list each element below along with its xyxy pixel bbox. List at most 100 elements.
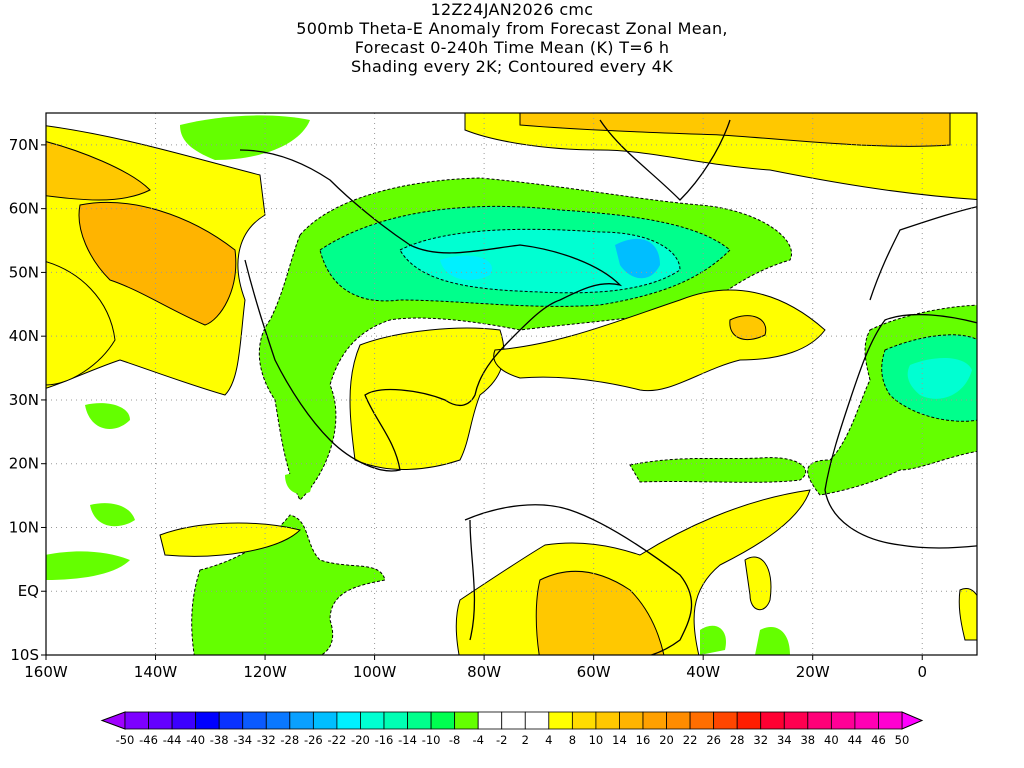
colorbar-swatch: [454, 711, 479, 730]
shade-orange-south-america: [535, 570, 665, 655]
coastline-africa-europe: [824, 206, 977, 549]
lon-tick-label: 60W: [577, 663, 611, 681]
colorbar-swatch: [830, 711, 856, 730]
colorbar-label: 16: [636, 733, 651, 747]
title-shading: Shading every 2K; Contoured every 4K: [351, 57, 673, 76]
shade-green-alaska-north: [180, 115, 310, 160]
title-forecast: Forecast 0-240h Time Mean (K) T=6 h: [354, 38, 670, 57]
shade-lightblue-labrador: [615, 238, 660, 279]
colorbar-swatch: [807, 711, 832, 730]
colorbar-low-triangle: [100, 711, 126, 730]
lon-tick-label: 20W: [796, 663, 830, 681]
lon-tick-label: 40W: [686, 663, 720, 681]
colorbar-label: 50: [895, 733, 910, 747]
colorbar-swatch: [148, 711, 173, 730]
colorbar-label: 44: [848, 733, 863, 747]
colorbar-label: 4: [545, 733, 552, 747]
coastline-greenland: [599, 119, 731, 201]
colorbar-swatch: [171, 711, 197, 730]
colorbar-label: -26: [304, 733, 323, 747]
colorbar-label: -28: [280, 733, 299, 747]
shade-orange-arctic: [519, 113, 951, 147]
colorbar-swatch: [595, 711, 620, 730]
colorbar-label: -4: [472, 733, 483, 747]
coastline-south-america: [464, 504, 693, 655]
map-frame: [45, 112, 978, 656]
colorbar-label: 10: [589, 733, 604, 747]
colorbar-swatch: [242, 711, 267, 730]
shade-yellow-gulf-guinea: [744, 556, 977, 641]
colorbar-swatch: [430, 711, 456, 730]
shade-yellow-atlantic: [493, 289, 826, 392]
colorbar-label: 14: [612, 733, 627, 747]
title-field: 500mb Theta-E Anomaly from Forecast Zona…: [296, 19, 728, 38]
colorbar-swatch: [336, 711, 361, 730]
shade-cyan-hudson-inner: [440, 255, 492, 280]
colorbar-swatch: [571, 711, 597, 730]
colorbar-swatch: [548, 711, 573, 730]
colorbar-label: -8: [449, 733, 460, 747]
shade-cyan-africa: [907, 358, 972, 399]
lat-tick-label: 30N: [9, 391, 39, 409]
shade-orange-atlantic: [729, 315, 767, 340]
colorbar-high-triangle: [901, 711, 924, 730]
colorbar-label: -22: [328, 733, 347, 747]
shade-yellow-east-pac: [159, 522, 301, 557]
shade-green-west-pac: [46, 403, 311, 580]
colorbar-swatch: [360, 711, 385, 730]
lon-tick-label: 140W: [134, 663, 178, 681]
colorbar: -50 -46 -44 -40 -38 -34 -32 -28 -26 -22 -20 -16 -14-…: [100, 711, 924, 747]
shade-orange-gulf-alaska: [46, 141, 151, 201]
colorbar-swatch: [383, 711, 408, 730]
colorbar-swatch: [642, 711, 667, 730]
lon-tick-label: 120W: [243, 663, 287, 681]
colorbar-label: -2: [496, 733, 507, 747]
shade-green-south-atlantic: [700, 625, 790, 655]
colorbar-swatch: [265, 711, 291, 730]
shade-orange-ne-pacific: [78, 202, 237, 326]
colorbar-swatch: [619, 711, 644, 730]
colorbar-label: 20: [659, 733, 674, 747]
lat-tick-label: 70N: [9, 136, 39, 154]
colorbar-swatch: [666, 711, 691, 730]
colorbar-swatch: [689, 711, 715, 730]
colorbar-swatch: [783, 711, 809, 730]
colorbar-swatch: [124, 711, 149, 730]
lat-tick-label: 10S: [10, 646, 39, 664]
colorbar-swatch: [524, 711, 550, 730]
colorbar-label: -16: [375, 733, 394, 747]
colorbar-swatch: [218, 711, 244, 730]
colorbar-swatch: [407, 711, 432, 730]
colorbar-label: 32: [753, 733, 768, 747]
colorbar-label: 40: [824, 733, 839, 747]
colorbar-label: -50: [116, 733, 135, 747]
shade-yellow-west-pac: [46, 261, 116, 386]
colorbar-swatch: [289, 711, 314, 730]
colorbar-swatch: [195, 711, 220, 730]
colorbar-label: -44: [163, 733, 182, 747]
colorbar-label: -46: [139, 733, 158, 747]
colorbar-label: 34: [777, 733, 792, 747]
colorbar-label: 38: [800, 733, 815, 747]
shade-green-atlantic-sub: [629, 457, 807, 483]
lon-tick-label: 160W: [24, 663, 68, 681]
colorbar-swatch: [878, 711, 903, 730]
colorbar-swatch: [760, 711, 785, 730]
lon-tick-label: 0: [917, 663, 927, 681]
lon-tick-label: 80W: [467, 663, 501, 681]
colorbar-label: 22: [683, 733, 698, 747]
colorbar-label: -38: [210, 733, 229, 747]
colorbar-label: 8: [569, 733, 576, 747]
colorbar-label: 46: [871, 733, 886, 747]
lat-tick-label: 40N: [9, 327, 39, 345]
colorbar-swatch: [477, 711, 503, 730]
colorbar-label: 28: [730, 733, 745, 747]
colorbar-label: -40: [186, 733, 205, 747]
colorbar-label: -20: [351, 733, 370, 747]
colorbar-swatch: [501, 711, 526, 730]
axis-labels: 160W 140W 120W 100W 80W 60W 40W 20W 0 70N 60N 50N 40…: [9, 136, 927, 681]
colorbar-label: 26: [706, 733, 721, 747]
colorbar-swatch: [854, 711, 879, 730]
